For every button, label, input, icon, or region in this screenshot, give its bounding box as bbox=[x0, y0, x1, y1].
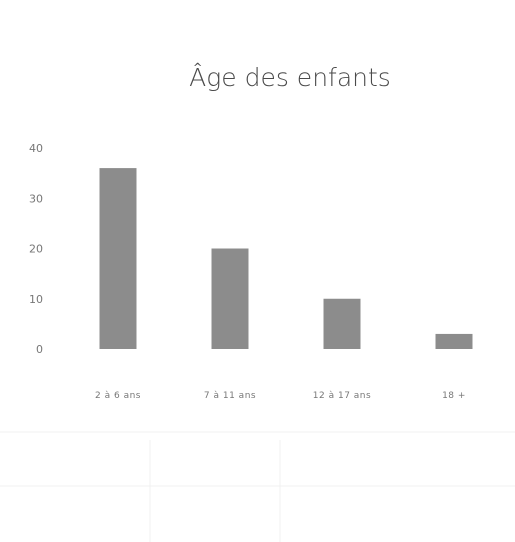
bars bbox=[99, 168, 473, 349]
x-tick-label-2: 12 à 17 ans bbox=[313, 391, 371, 401]
y-tick-label-3: 30 bbox=[29, 192, 43, 205]
y-tick-label-4: 40 bbox=[29, 142, 43, 155]
bar-0 bbox=[99, 168, 137, 349]
bar-2 bbox=[323, 298, 361, 349]
y-tick-label-0: 0 bbox=[36, 343, 43, 356]
x-tick-label-3: 18 + bbox=[442, 391, 466, 401]
x-tick-label-1: 7 à 11 ans bbox=[204, 391, 256, 401]
chart-title: Âge des enfants bbox=[189, 63, 391, 92]
y-axis: 0 10 20 30 40 bbox=[29, 142, 43, 356]
scan-artifacts bbox=[0, 431, 515, 542]
x-axis: 2 à 6 ans 7 à 11 ans 12 à 17 ans 18 + bbox=[95, 391, 466, 401]
y-tick-label-2: 20 bbox=[29, 243, 43, 256]
bar-3 bbox=[435, 333, 473, 349]
x-tick-label-0: 2 à 6 ans bbox=[95, 391, 141, 401]
y-tick-label-1: 10 bbox=[29, 293, 43, 306]
bar-1 bbox=[211, 248, 249, 349]
